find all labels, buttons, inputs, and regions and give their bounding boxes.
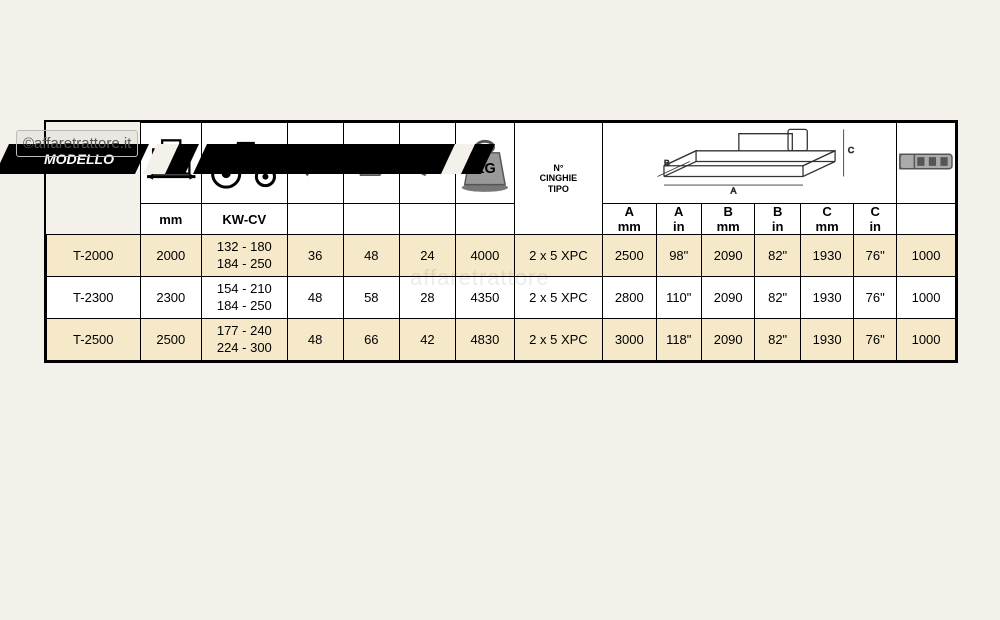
cell-mm: 2000 [140, 235, 201, 277]
cell-pto: 1000 [897, 235, 956, 277]
table-row: T-23002300154 - 210 184 - 25048582843502… [47, 277, 956, 319]
dim-C-in: Cin [854, 204, 897, 235]
cell-model: T-2300 [47, 277, 141, 319]
spec-table: KG N° CINGHIE TIPO [46, 122, 956, 361]
cell-kg: 4830 [456, 319, 515, 361]
cell-A-in: 98" [656, 235, 701, 277]
cell-belts: 2 x 5 XPC [514, 277, 602, 319]
pto-shaft-icon [897, 123, 956, 204]
cell-B-in: 82" [755, 319, 800, 361]
cell-blades: 48 [287, 319, 343, 361]
tractor-icon [202, 123, 288, 204]
hammer-icon [343, 123, 399, 204]
cell-B-mm: 2090 [701, 319, 754, 361]
cell-C-in: 76" [854, 319, 897, 361]
cell-A-in: 118" [656, 319, 701, 361]
cell-A-mm: 2500 [603, 235, 656, 277]
svg-text:C: C [848, 145, 854, 155]
cell-A-mm: 3000 [603, 319, 656, 361]
cell-blades: 36 [287, 235, 343, 277]
width-icon [140, 123, 201, 204]
cell-belts: 2 x 5 XPC [514, 235, 602, 277]
cell-hammers: 66 [343, 319, 399, 361]
cell-kg: 4350 [456, 277, 515, 319]
cell-C-mm: 1930 [800, 277, 853, 319]
belts-header: N° CINGHIE TIPO [514, 123, 602, 235]
svg-text:A: A [731, 186, 737, 196]
cell-kwcv: 132 - 180 184 - 250 [202, 235, 288, 277]
cell-C-in: 76" [854, 277, 897, 319]
cell-model: T-2500 [47, 319, 141, 361]
cell-B-in: 82" [755, 235, 800, 277]
table-row: T-20002000132 - 180 184 - 25036482440002… [47, 235, 956, 277]
page: ©affaretrattore.it affaretrattore MODELL… [0, 0, 1000, 620]
cell-A-mm: 2800 [603, 277, 656, 319]
tooth-icon [399, 123, 455, 204]
weight-kg-icon: KG [456, 123, 515, 204]
cell-kwcv: 177 - 240 224 - 300 [202, 319, 288, 361]
cell-teeth: 42 [399, 319, 455, 361]
cell-mm: 2300 [140, 277, 201, 319]
cell-pto: 1000 [897, 319, 956, 361]
dim-A-mm: Amm [603, 204, 656, 235]
blade-icon [287, 123, 343, 204]
cell-mm: 2500 [140, 319, 201, 361]
dim-B-in: Bin [755, 204, 800, 235]
cell-model: T-2000 [47, 235, 141, 277]
cell-hammers: 58 [343, 277, 399, 319]
cell-B-mm: 2090 [701, 235, 754, 277]
unit-mm: mm [140, 204, 201, 235]
cell-belts: 2 x 5 XPC [514, 319, 602, 361]
cell-C-mm: 1930 [800, 319, 853, 361]
unit-kwcv: KW-CV [202, 204, 288, 235]
dim-A-in: Ain [656, 204, 701, 235]
cell-hammers: 48 [343, 235, 399, 277]
svg-text:B: B [664, 158, 670, 168]
cell-blades: 48 [287, 277, 343, 319]
cell-C-mm: 1930 [800, 235, 853, 277]
cell-kwcv: 154 - 210 184 - 250 [202, 277, 288, 319]
dim-B-mm: Bmm [701, 204, 754, 235]
cell-kg: 4000 [456, 235, 515, 277]
cell-teeth: 24 [399, 235, 455, 277]
cell-pto: 1000 [897, 277, 956, 319]
top-left-watermark: ©affaretrattore.it [16, 130, 138, 157]
cell-A-in: 110" [656, 277, 701, 319]
cell-B-in: 82" [755, 277, 800, 319]
machine-dimensions-icon: A B C [603, 123, 897, 204]
svg-text:KG: KG [474, 161, 496, 177]
cell-C-in: 76" [854, 235, 897, 277]
cell-teeth: 28 [399, 277, 455, 319]
cell-B-mm: 2090 [701, 277, 754, 319]
dim-C-mm: Cmm [800, 204, 853, 235]
spec-sheet: MODELLO [44, 120, 958, 363]
table-row: T-25002500177 - 240 224 - 30048664248302… [47, 319, 956, 361]
